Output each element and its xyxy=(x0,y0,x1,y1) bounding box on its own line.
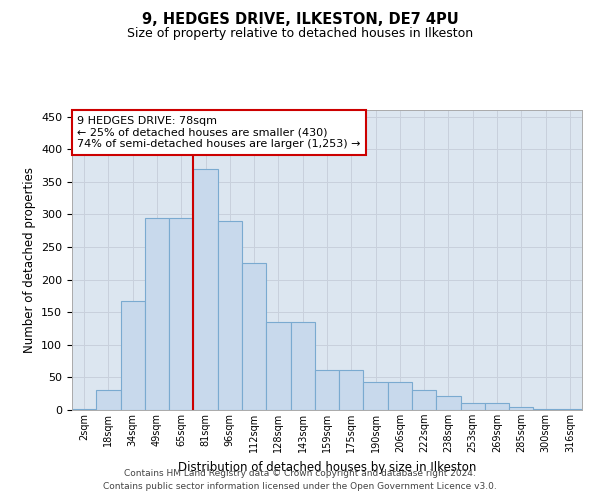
Text: Size of property relative to detached houses in Ilkeston: Size of property relative to detached ho… xyxy=(127,28,473,40)
Bar xyxy=(218,221,242,410)
Bar xyxy=(485,404,509,410)
Text: Contains public sector information licensed under the Open Government Licence v3: Contains public sector information licen… xyxy=(103,482,497,491)
Bar xyxy=(339,370,364,410)
Bar xyxy=(145,218,169,410)
Bar xyxy=(121,301,145,410)
Text: 9 HEDGES DRIVE: 78sqm
← 25% of detached houses are smaller (430)
74% of semi-det: 9 HEDGES DRIVE: 78sqm ← 25% of detached … xyxy=(77,116,361,149)
Bar xyxy=(193,168,218,410)
Bar xyxy=(364,382,388,410)
Bar xyxy=(436,396,461,410)
Bar xyxy=(290,322,315,410)
Bar xyxy=(509,406,533,410)
Bar xyxy=(315,370,339,410)
Bar xyxy=(266,322,290,410)
Bar xyxy=(388,382,412,410)
Bar xyxy=(412,390,436,410)
Bar xyxy=(533,408,558,410)
Bar xyxy=(96,390,121,410)
Bar xyxy=(242,264,266,410)
Bar xyxy=(169,218,193,410)
X-axis label: Distribution of detached houses by size in Ilkeston: Distribution of detached houses by size … xyxy=(178,460,476,473)
Y-axis label: Number of detached properties: Number of detached properties xyxy=(23,167,35,353)
Text: 9, HEDGES DRIVE, ILKESTON, DE7 4PU: 9, HEDGES DRIVE, ILKESTON, DE7 4PU xyxy=(142,12,458,28)
Text: Contains HM Land Registry data © Crown copyright and database right 2024.: Contains HM Land Registry data © Crown c… xyxy=(124,468,476,477)
Bar xyxy=(461,404,485,410)
